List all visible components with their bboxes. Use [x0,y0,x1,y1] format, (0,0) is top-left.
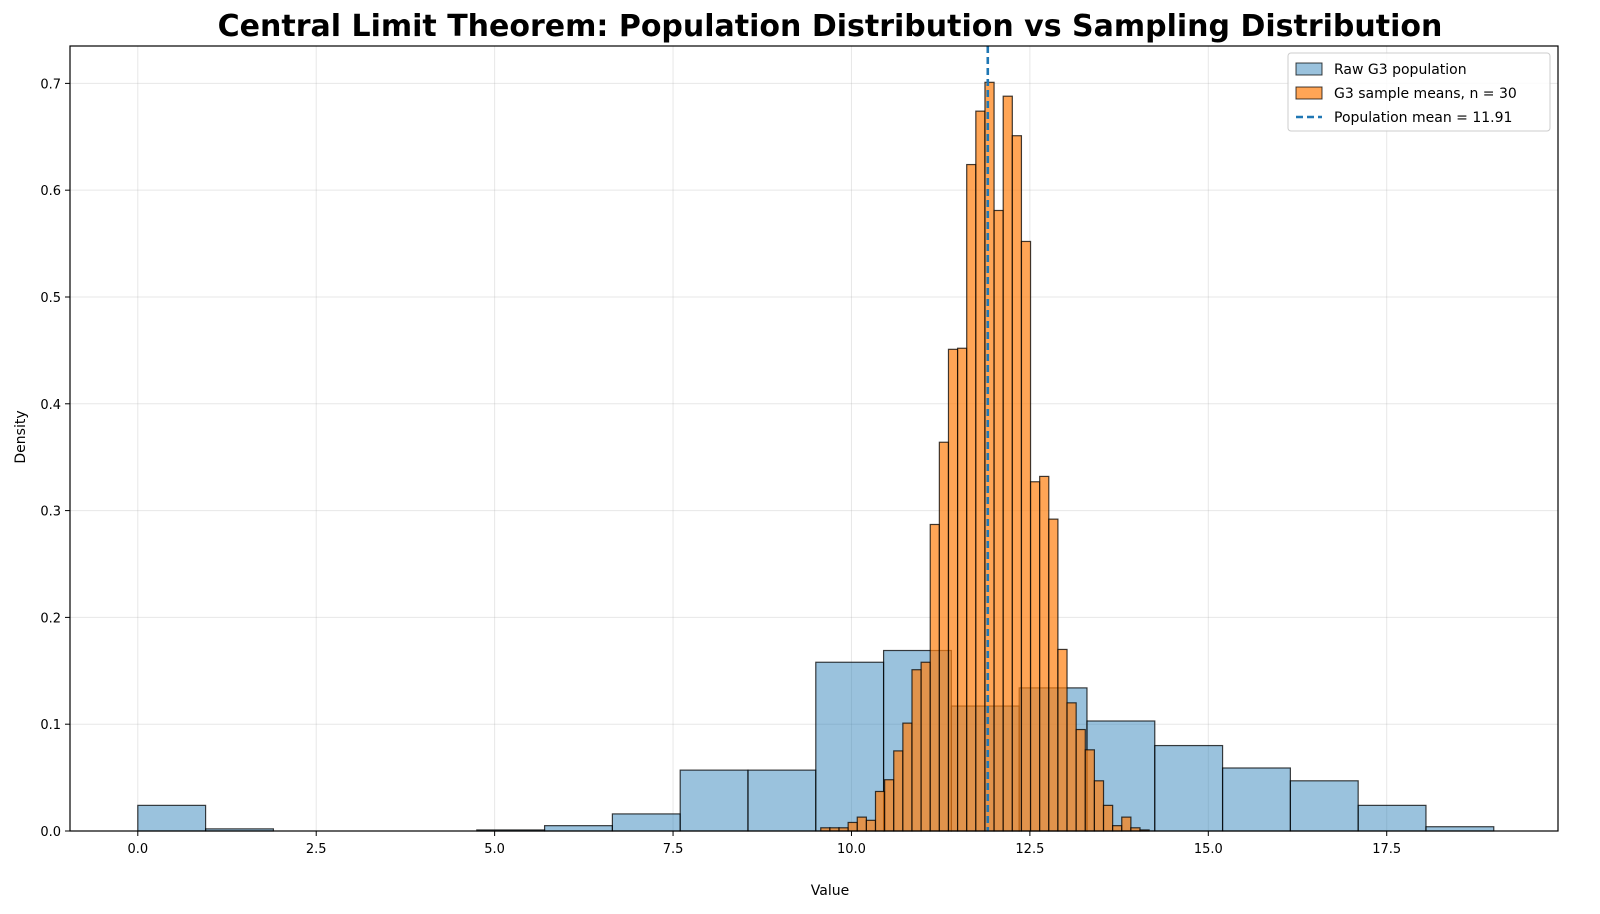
sample-mean-bar [938,441,950,832]
population-bar [611,813,681,832]
sample-mean-bar [1093,780,1105,832]
sample-mean-bar [1112,825,1123,832]
sample-mean-bar [865,819,877,832]
population-bar [1357,804,1427,832]
population-bar [137,804,207,832]
sample-mean-bar [911,669,922,832]
population-bar [747,769,817,832]
x-tick-label: 5.0 [484,842,505,857]
sample-mean-bar [956,347,968,832]
sample-mean-bar [856,816,867,832]
sample-mean-bar [1102,804,1114,832]
y-tick-label: 0.3 [40,505,61,520]
legend: Raw G3 population G3 sample means, n = 30… [1287,52,1551,132]
sample-mean-bar [984,81,995,832]
sample-mean-bar [920,661,931,832]
legend-label: Raw G3 population [1334,62,1467,78]
y-axis-label: Density [13,410,29,463]
population-bar [679,769,749,832]
sample-mean-bar [993,209,1004,832]
sample-mean-bar [975,110,986,832]
sample-mean-bar [1048,518,1059,832]
axes-frame [69,45,1559,832]
legend-swatch-sample-means [1295,86,1323,100]
sample-mean-bar [1057,648,1068,832]
x-tick-label: 7.5 [663,842,684,857]
y-tick-label: 0.6 [40,184,61,199]
x-tick-label: 2.5 [306,842,327,857]
plot-area: 0.0 2.5 5.0 7.5 10.0 12.5 15.0 17.5 0.0 0.1 0.2 0.3… [40,45,1559,857]
sample-mean-bar [874,790,886,832]
sample-mean-bar [929,523,940,832]
legend-label: G3 sample means, n = 30 [1334,86,1517,102]
population-bar [815,661,885,832]
sample-mean-bar [1002,95,1013,832]
x-tick-label: 10.0 [837,842,866,857]
sample-mean-bar [893,750,904,832]
legend-swatch-population [1295,62,1323,76]
y-tick-label: 0.5 [40,291,61,306]
sample-mean-bar [1084,749,1096,832]
y-tick-label: 0.0 [40,825,61,840]
sample-mean-bar [847,821,858,832]
y-tick-label: 0.7 [40,77,61,92]
legend-label: Population mean = 11.91 [1334,110,1512,126]
sample-mean-bar [947,348,959,832]
population-bar [1221,767,1291,832]
population-bar [1154,744,1224,832]
y-tick-label: 0.1 [40,718,61,733]
legend-box [1287,52,1551,132]
sample-mean-bar [1075,728,1086,832]
x-axis-label: Value [811,883,849,899]
sample-mean-bar [1029,481,1041,832]
population-bar [1289,780,1359,832]
sample-mean-bar [966,163,977,832]
sample-mean-bar [902,722,913,832]
x-tick-label: 0.0 [127,842,148,857]
chart-title: Central Limit Theorem: Population Distri… [218,9,1443,44]
sample-mean-bar [1020,240,1032,832]
y-tick-label: 0.4 [40,398,61,413]
x-tick-label: 12.5 [1015,842,1044,857]
sample-mean-bar [1121,816,1132,832]
population-bar [543,825,613,832]
x-tick-label: 17.5 [1372,842,1401,857]
y-tick-label: 0.2 [40,611,61,626]
x-tick-label: 15.0 [1194,842,1223,857]
sample-mean-bar [1066,702,1077,832]
sample-mean-bar [1039,475,1050,832]
population-bar [1425,826,1495,832]
sample-mean-bar [884,779,895,832]
sample-mean-bar [1011,135,1023,832]
